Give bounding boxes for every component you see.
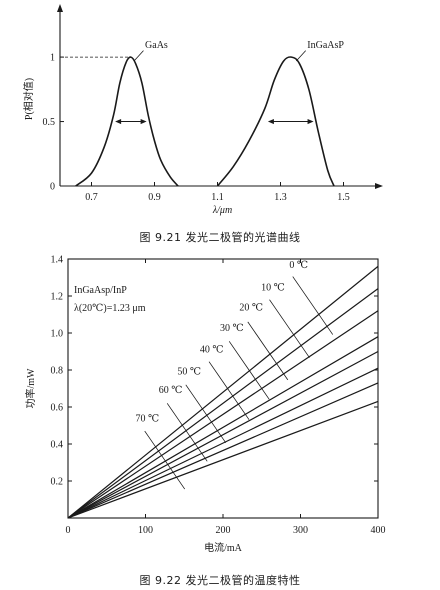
y-tick-label: 1.4: [51, 255, 64, 266]
y-axis-title: 功率/mW: [24, 368, 37, 409]
spectrum-chart-caption: 图 9.21 发光二极管的光谱曲线: [139, 231, 301, 244]
line-30: [67, 336, 379, 519]
annotation-line-1: λ(20℃)=1.23 μm: [74, 303, 146, 314]
leader-70: [144, 430, 186, 490]
series-leader-ingaasp: [295, 50, 306, 62]
temp-label-50: 50 ℃: [177, 366, 201, 377]
temp-label-0: 0 ℃: [289, 260, 308, 271]
x-tick-label: 400: [371, 525, 386, 536]
x-axis-title: 电流/mA: [204, 541, 243, 554]
series-leader-gaas: [133, 50, 144, 62]
y-tick-label: 0.5: [43, 117, 56, 128]
y-tick-label: 0.2: [51, 477, 64, 488]
leader-40: [208, 361, 250, 420]
y-axis-arrow: [57, 4, 63, 12]
fwhm-arrow-right-gaas: [140, 118, 147, 125]
y-tick-label: 0.6: [51, 403, 64, 414]
line-70: [67, 400, 379, 519]
leader-20: [247, 321, 289, 381]
leader-30: [228, 341, 270, 400]
curve-ingaasp: [216, 56, 335, 187]
temp-label-70: 70 ℃: [136, 414, 160, 425]
fwhm-arrow-left-gaas: [115, 118, 122, 125]
y-tick-label: 1.2: [51, 292, 64, 303]
x-tick-label: 0.7: [85, 192, 98, 203]
temperature-chart: 0 100 200 300 400 0.2 0.4 0.6 0.8 1.0 1.2 1.4 电流/mA 功…: [24, 255, 386, 555]
plot-frame: [67, 258, 379, 519]
temp-label-60: 60 ℃: [159, 385, 183, 396]
annotation-line-0: InGaAsp/InP: [74, 285, 127, 296]
temp-label-40: 40 ℃: [200, 344, 224, 355]
curve-gaas: [75, 56, 179, 187]
x-axis-arrow: [375, 183, 383, 189]
x-tick-label: 1.3: [274, 192, 287, 203]
x-tick-label: 100: [138, 525, 153, 536]
series-label-ingaasp: InGaAsP: [307, 40, 344, 51]
x-axis-title: λ/μm: [212, 205, 232, 216]
x-tick-label: 0.9: [148, 192, 161, 203]
temp-label-20: 20 ℃: [239, 303, 263, 314]
spectrum-chart: 0.7 0.9 1.1 1.3 1.5 0 0.5 1 λ/μm P(相对值) GaAs InGaAs…: [22, 4, 383, 216]
y-axis-title: P(相对值): [22, 78, 35, 120]
y-tick-label: 0.4: [51, 440, 64, 451]
line-60: [67, 382, 379, 519]
temperature-chart-caption: 图 9.22 发光二极管的温度特性: [139, 574, 301, 587]
y-tick-label: 0.8: [51, 366, 64, 377]
line-50: [67, 367, 379, 519]
y-tick-label: 1.0: [51, 329, 64, 340]
x-tick-label: 200: [216, 525, 231, 536]
x-tick-label: 0: [66, 525, 71, 536]
leader-60: [166, 403, 208, 462]
x-tick-label: 1.1: [211, 192, 224, 203]
y-tick-label: 0: [50, 182, 55, 193]
leader-10: [269, 299, 310, 358]
series-label-gaas: GaAs: [145, 40, 168, 51]
line-20: [67, 310, 379, 519]
y-tick-label: 1: [50, 53, 55, 64]
x-tick-label: 1.5: [337, 192, 350, 203]
fwhm-arrow-left-ingaasp: [267, 118, 274, 125]
leader-50: [185, 384, 227, 444]
line-0: [67, 265, 379, 519]
fwhm-arrow-right-ingaasp: [307, 118, 314, 125]
line-40: [67, 350, 379, 519]
line-10: [67, 288, 379, 519]
temp-label-10: 10 ℃: [261, 282, 285, 293]
temp-label-30: 30 ℃: [220, 323, 244, 334]
leader-0: [292, 276, 334, 335]
x-tick-label: 300: [293, 525, 308, 536]
